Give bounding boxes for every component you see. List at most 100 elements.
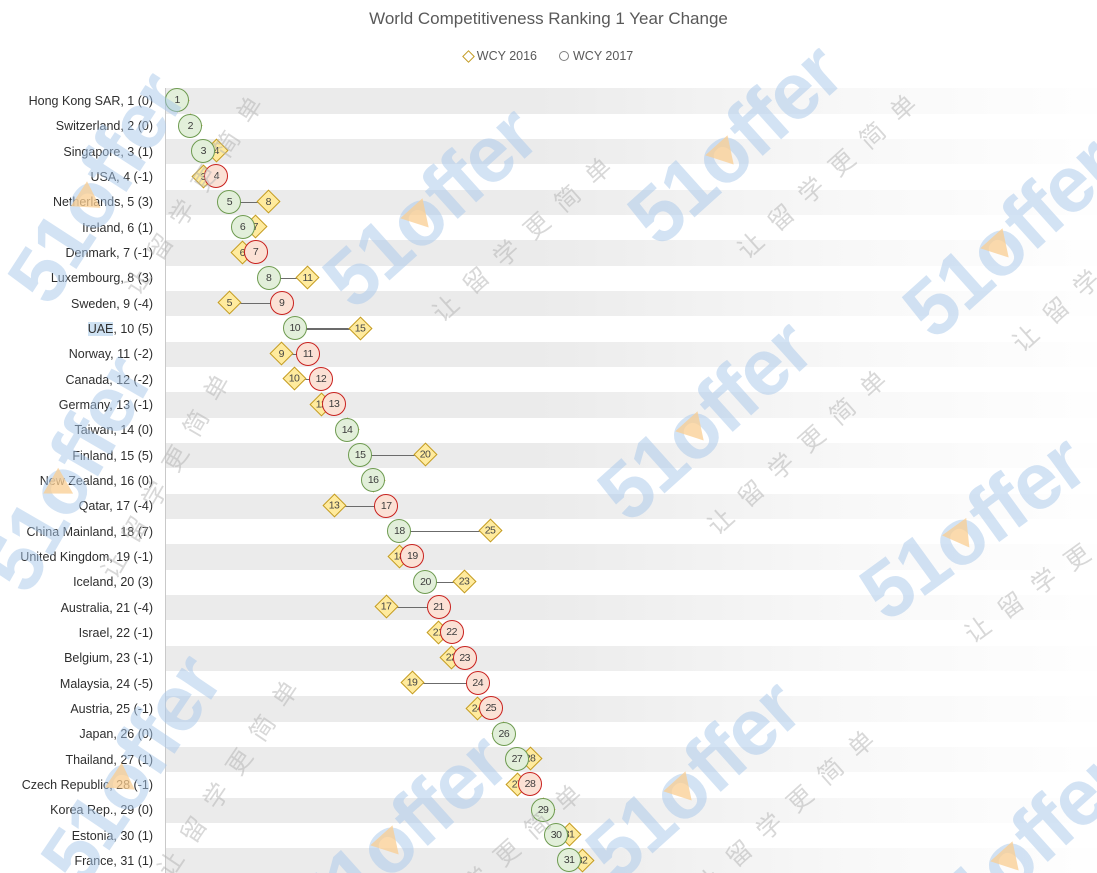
- circle-marker-2017: 26: [491, 721, 516, 746]
- connector-line: [295, 328, 361, 330]
- connector-line: [400, 530, 492, 533]
- marker-value-2016: 5: [226, 296, 233, 309]
- chart-title: World Competitiveness Ranking 1 Year Cha…: [369, 9, 728, 28]
- circle-marker-2017: 30: [544, 822, 569, 847]
- chart-legend: WCY 2016 WCY 2017: [0, 49, 1097, 63]
- circle-marker-2017: 12: [308, 366, 333, 391]
- row-band: [165, 746, 1097, 773]
- circle-marker-2017: 19: [400, 544, 425, 569]
- diamond-marker-2016: 15: [348, 316, 373, 341]
- row-label: Belgium, 23 (-1): [64, 651, 153, 666]
- circle-marker-2017: 3: [191, 138, 216, 163]
- marker-value-2016: 8: [266, 195, 272, 208]
- row-label: USA, 4 (-1): [90, 169, 153, 184]
- connector-line: [387, 606, 440, 609]
- row-band: [165, 189, 1097, 215]
- marker-value-2016: 19: [407, 676, 418, 689]
- row-band: [165, 392, 1097, 418]
- row-label: Israel, 22 (-1): [78, 625, 153, 640]
- row-label: France, 31 (1): [74, 853, 153, 868]
- row-label: Luxembourg, 8 (3): [50, 271, 153, 286]
- marker-value-2016: 10: [289, 372, 301, 385]
- row-label: Austria, 25 (-1): [70, 701, 153, 716]
- row-label: Czech Republic, 28 (-1): [21, 777, 153, 792]
- row-label: Denmark, 7 (-1): [65, 245, 153, 260]
- connector-line: [282, 353, 309, 356]
- circle-marker-2017: 15: [348, 442, 373, 467]
- marker-value-2016: 9: [279, 347, 285, 360]
- row-label: Estonia, 30 (1): [71, 828, 153, 843]
- row-label: Malaysia, 24 (-5): [59, 676, 153, 691]
- circle-marker-2017: 8: [256, 265, 281, 290]
- row-label: Japan, 26 (0): [79, 727, 153, 742]
- row-band: [165, 544, 1097, 570]
- row-band: [165, 645, 1097, 671]
- connector-line: [360, 454, 427, 457]
- row-label: Korea Rep., 29 (0): [50, 803, 153, 818]
- legend-item-wcy-2016: WCY 2016: [461, 49, 537, 63]
- row-label: Thailand, 27 (1): [65, 752, 153, 767]
- circle-marker-2017: 25: [478, 696, 503, 721]
- circle-marker-2017: 21: [426, 594, 451, 619]
- row-label: Switzerland, 2 (0): [55, 119, 153, 134]
- circle-marker-2017: 31: [557, 848, 582, 873]
- marker-value-2016: 17: [381, 600, 392, 613]
- row-label: Sweden, 9 (-4): [71, 296, 153, 311]
- row-label: Canada, 12 (-2): [65, 372, 153, 387]
- row-label: China Mainland, 18 (7): [26, 524, 153, 539]
- row-band: [165, 696, 1097, 722]
- diamond-marker-2016: 25: [478, 518, 503, 543]
- marker-value-2016: 15: [354, 322, 366, 335]
- circle-marker-2017: 1: [165, 88, 190, 113]
- circle-marker-2017: 28: [518, 772, 542, 797]
- circle-marker-2017: 20: [413, 569, 438, 594]
- highlighted-country: UAE: [87, 321, 114, 336]
- row-label: Ireland, 6 (1): [82, 220, 153, 235]
- row-label: Qatar, 17 (-4): [78, 499, 153, 514]
- row-label: Taiwan, 14 (0): [74, 423, 153, 438]
- circle-marker-2017: 29: [531, 797, 556, 822]
- dashed-separator-line: [166, 433, 1097, 436]
- y-axis-line: [165, 88, 166, 873]
- circle-marker-2017: 18: [387, 518, 412, 543]
- connector-line: [269, 277, 309, 280]
- circle-marker-2017: 9: [269, 290, 294, 315]
- row-label: Singapore, 3 (1): [63, 144, 153, 159]
- legend-item-wcy-2017: WCY 2017: [559, 49, 633, 63]
- row-label: New Zealand, 16 (0): [39, 473, 153, 488]
- connector-line: [413, 682, 479, 685]
- row-band: [165, 797, 1097, 823]
- row-band: [165, 290, 1097, 317]
- circle-marker-icon: [559, 51, 569, 61]
- circle-marker-2017: 16: [361, 468, 386, 493]
- diamond-marker-2016: 23: [452, 569, 477, 594]
- connector-line: [295, 378, 322, 381]
- connector-line: [230, 201, 270, 204]
- row-label: Norway, 11 (-2): [68, 347, 153, 362]
- row-band: [165, 138, 1097, 165]
- marker-value-2016: 25: [485, 524, 497, 537]
- connector-line: [426, 581, 466, 584]
- circle-marker-2017: 10: [282, 316, 307, 341]
- row-band: [165, 88, 1097, 114]
- connector-line: [230, 302, 283, 305]
- circle-marker-2017: 2: [178, 113, 203, 138]
- row-band: [165, 341, 1097, 367]
- row-band: [165, 594, 1097, 621]
- diamond-marker-2016: 19: [400, 670, 425, 695]
- row-label: Iceland, 20 (3): [73, 575, 153, 590]
- circle-marker-2017: 4: [204, 164, 229, 189]
- circle-marker-2017: 7: [243, 240, 268, 265]
- row-label: Australia, 21 (-4): [60, 600, 153, 615]
- circle-marker-2017: 13: [322, 392, 346, 417]
- diamond-marker-2016: 10: [282, 366, 307, 391]
- row-label: Netherlands, 5 (3): [52, 195, 153, 210]
- circle-marker-2017: 22: [439, 620, 464, 645]
- circle-marker-2017: 6: [230, 214, 255, 239]
- marker-value-2016: 11: [303, 271, 313, 284]
- marker-value-2016: 13: [328, 499, 340, 512]
- marker-value-2016: 20: [420, 448, 431, 461]
- row-band: [165, 848, 1097, 873]
